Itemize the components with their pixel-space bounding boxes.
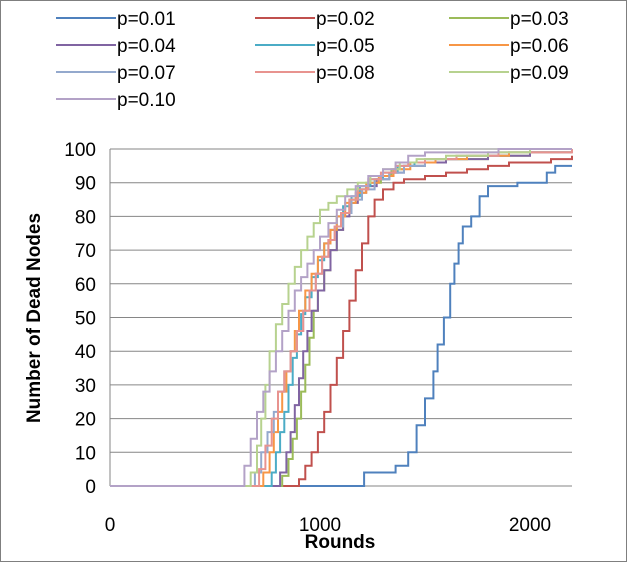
y-tick-label: 60 (75, 275, 96, 296)
y-tick-label: 80 (75, 207, 96, 228)
y-tick-label: 0 (85, 477, 96, 498)
y-tick-label: 70 (75, 241, 96, 262)
y-tick-label: 40 (75, 342, 96, 363)
series-line-7 (110, 151, 572, 487)
legend-label: p=0.02 (316, 9, 375, 30)
y-axis-title: Number of Dead Nodes (24, 213, 45, 423)
y-tick-label: 20 (75, 410, 96, 431)
series-lines (110, 148, 573, 487)
series-line-4 (110, 151, 572, 487)
series-line-6 (110, 151, 572, 487)
x-tick-label: 1000 (299, 515, 341, 536)
y-tick-label: 30 (75, 376, 96, 397)
legend: p=0.01 p=0.02 p=0.03 p=0.04 p=0.05 p=0.06 p=0.… (56, 9, 569, 111)
x-tick-label: 2000 (509, 515, 551, 536)
series-line-2 (110, 155, 573, 487)
y-tick-labels: 0 10 20 30 40 50 60 70 80 90 100 (64, 140, 96, 498)
legend-label: p=0.07 (117, 63, 176, 84)
legend-label: p=0.05 (316, 36, 375, 57)
legend-label: p=0.01 (117, 9, 176, 30)
legend-label: p=0.03 (510, 9, 569, 30)
y-tick-label: 10 (75, 443, 96, 464)
series-line-5 (110, 151, 572, 487)
legend-label: p=0.10 (117, 90, 176, 111)
series-line-9 (110, 148, 572, 487)
series-line-1 (110, 164, 572, 487)
y-tick-label: 90 (75, 174, 96, 195)
legend-label: p=0.09 (510, 63, 569, 84)
x-axis-title: Rounds (305, 532, 376, 553)
gridlines (109, 148, 572, 487)
x-tick-label: 0 (105, 515, 116, 536)
legend-label: p=0.06 (510, 36, 569, 57)
y-tick-label: 100 (64, 140, 96, 161)
series-line-3 (110, 151, 572, 487)
series-line-10 (110, 148, 572, 487)
y-tick-label: 50 (75, 309, 96, 330)
legend-label: p=0.04 (117, 36, 176, 57)
x-tick-labels: 0 1000 2000 (105, 515, 551, 536)
legend-label: p=0.08 (316, 63, 375, 84)
